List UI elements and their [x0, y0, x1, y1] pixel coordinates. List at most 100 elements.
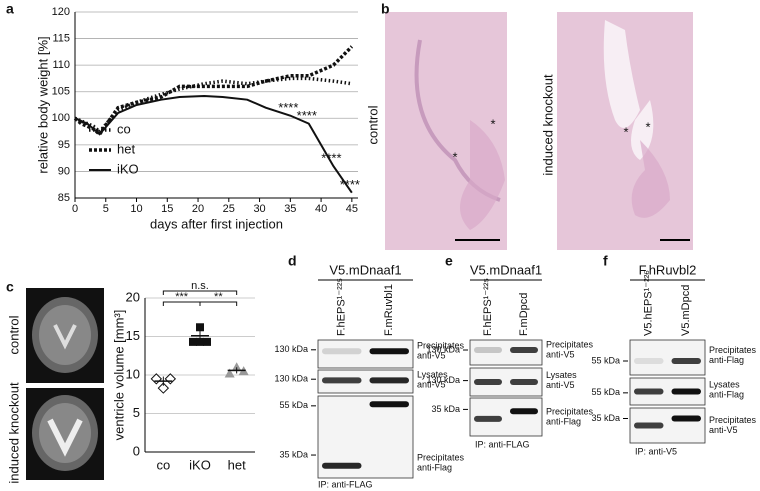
blot-frame — [629, 339, 706, 376]
y-tick-label: 10 — [126, 366, 140, 381]
x-tick-label: 40 — [315, 203, 327, 215]
blot-footer: IP: anti-V5 — [635, 446, 677, 456]
data-point — [157, 382, 170, 394]
blot-footer: IP: anti-FLAG — [318, 479, 373, 489]
row-caption: anti-V5 — [546, 380, 575, 390]
significance-label: *** — [175, 291, 189, 303]
band — [510, 379, 538, 385]
image-label: control — [6, 315, 21, 354]
lane-label: F.hEPS¹⁻²²⁵ — [482, 278, 494, 336]
size-marker: 130 kDa — [274, 374, 308, 384]
data-point — [224, 368, 235, 378]
row-caption: Precipitates — [546, 406, 594, 416]
asterisk: * — [645, 119, 650, 134]
data-point — [196, 337, 204, 346]
panel-label: c — [6, 279, 14, 295]
significance-bracket — [162, 290, 238, 295]
y-tick-label: 110 — [52, 59, 70, 71]
annotation: **** — [321, 151, 341, 166]
x-tick-label: 20 — [192, 203, 204, 215]
row-caption: Precipitates — [417, 453, 465, 463]
row-caption: anti-Flag — [546, 416, 581, 426]
y-tick-label: 5 — [133, 405, 140, 420]
annotation: **** — [278, 100, 298, 115]
panel-label: d — [288, 253, 297, 269]
size-marker: 130 kDa — [426, 344, 460, 354]
blot-frame — [317, 369, 414, 394]
row-caption: Lysates — [417, 370, 448, 380]
band — [671, 415, 701, 422]
band — [474, 347, 502, 353]
blot-title: V5.mDnaaf1 — [470, 262, 542, 277]
legend-label: iKO — [117, 161, 139, 176]
y-tick-label: 20 — [126, 289, 140, 304]
band — [510, 347, 538, 353]
panel-label: e — [445, 253, 453, 269]
asterisk: * — [490, 116, 495, 131]
annotation: **** — [297, 108, 317, 123]
row-caption: anti-V5 — [417, 380, 446, 390]
band — [671, 388, 701, 395]
x-tick-label: 25 — [223, 203, 235, 215]
x-tick-label: 15 — [161, 203, 173, 215]
row-caption: Precipitates — [417, 341, 465, 351]
x-tick-label: co — [156, 457, 170, 472]
y-axis-label: relative body weight [%] — [35, 36, 50, 173]
band — [634, 358, 664, 364]
mri-images — [26, 288, 104, 480]
significance-bracket — [199, 301, 238, 306]
row-caption: anti-V5 — [417, 351, 446, 361]
size-marker: 55 kDa — [279, 400, 308, 410]
series-line — [74, 94, 353, 194]
y-tick-label: 120 — [52, 6, 70, 18]
band — [634, 388, 664, 395]
band — [322, 348, 362, 355]
data-point — [231, 362, 242, 372]
legend-label: het — [117, 141, 135, 156]
size-marker: 35 kDa — [591, 413, 620, 423]
x-tick-label: 45 — [346, 203, 358, 215]
row-caption: Precipitates — [709, 345, 757, 355]
lane-label: F.hEPS¹⁻²²⁵ — [336, 278, 348, 336]
lane-label: V5.hEPS¹⁻²²⁵ — [643, 270, 655, 336]
row-caption: anti-V5 — [546, 349, 575, 359]
blot-frame — [469, 367, 543, 397]
x-tick-label: 0 — [72, 203, 78, 215]
data-point — [189, 337, 197, 346]
lane-label: F.mDpcd — [518, 293, 530, 336]
band — [369, 348, 409, 355]
row-caption: anti-Flag — [417, 463, 452, 473]
x-tick-label: het — [228, 457, 246, 472]
annotation: **** — [340, 177, 360, 192]
data-point — [164, 373, 177, 385]
x-tick-label: 35 — [284, 203, 296, 215]
row-caption: anti-V5 — [709, 425, 738, 435]
y-tick-label: 115 — [52, 32, 70, 44]
y-tick-label: 100 — [52, 112, 70, 124]
band — [634, 422, 664, 429]
blot-title: V5.mDnaaf1 — [329, 262, 401, 277]
band — [369, 377, 409, 384]
size-marker: 55 kDa — [591, 355, 620, 365]
band — [474, 415, 502, 422]
blot-footer: IP: anti-FLAG — [475, 439, 530, 449]
x-tick-label: 30 — [253, 203, 265, 215]
panel-label: b — [381, 1, 390, 17]
panel-label: a — [6, 1, 14, 17]
significance-label: ** — [214, 291, 223, 303]
image-label: induced knockout — [6, 382, 21, 484]
y-tick-label: 0 — [133, 443, 140, 458]
band — [369, 401, 409, 408]
size-marker: 35 kDa — [431, 404, 460, 414]
size-marker: 35 kDa — [279, 449, 308, 459]
x-tick-label: iKO — [189, 457, 211, 472]
band — [322, 377, 362, 384]
data-point — [203, 337, 211, 346]
size-marker: 55 kDa — [591, 387, 620, 397]
row-caption: Precipitates — [546, 339, 594, 349]
x-axis-label: days after first injection — [150, 216, 283, 231]
image-label: induced knockout — [540, 74, 555, 176]
y-tick-label: 95 — [58, 139, 70, 151]
band — [474, 379, 502, 385]
